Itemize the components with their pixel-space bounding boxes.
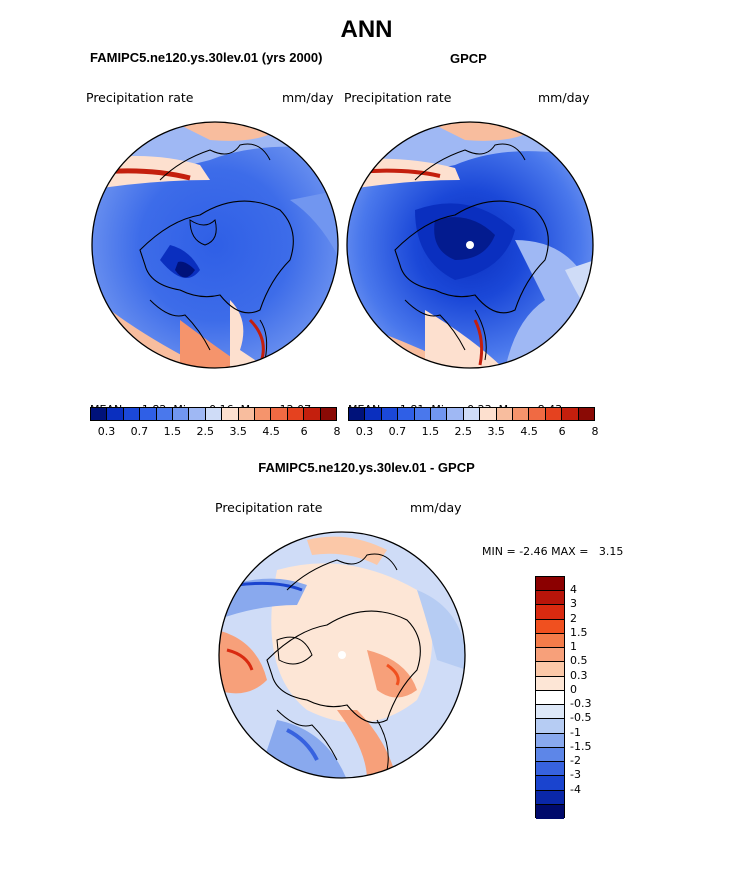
- obs-colorbar: [348, 407, 595, 421]
- colorbar-tick-label: -1: [570, 725, 581, 739]
- colorbar-tick-label: -1.5: [570, 739, 592, 753]
- diff-field-label: Precipitation rate: [215, 500, 323, 515]
- colorbar-tick-label: 1: [570, 640, 577, 654]
- colorbar-tick-label: 4.5: [262, 425, 280, 438]
- colorbar-tick-label: -4: [570, 782, 581, 796]
- colorbar-swatch: [562, 408, 579, 420]
- colorbar-swatch: [205, 408, 223, 420]
- colorbar-tick-label: 0.3: [570, 668, 588, 682]
- colorbar-swatch: [536, 762, 564, 777]
- obs-units-label: mm/day: [538, 90, 590, 105]
- colorbar-tick-label: -2: [570, 754, 581, 768]
- colorbar-swatch: [536, 790, 564, 805]
- colorbar-tick-label: 0.7: [130, 425, 149, 438]
- colorbar-swatch: [536, 662, 564, 677]
- colorbar-swatch: [140, 408, 157, 420]
- colorbar-swatch: [287, 408, 305, 420]
- colorbar-swatch: [545, 408, 563, 420]
- colorbar-tick-label: 2.5: [454, 425, 473, 438]
- model-field-label: Precipitation rate: [86, 90, 194, 105]
- colorbar-swatch: [238, 408, 256, 420]
- colorbar-swatch: [463, 408, 481, 420]
- colorbar-swatch: [349, 408, 366, 420]
- colorbar-swatch: [529, 408, 546, 420]
- colorbar-swatch: [536, 747, 564, 763]
- colorbar-tick-label: 3.5: [487, 425, 505, 438]
- colorbar-swatch: [107, 408, 124, 420]
- colorbar-swatch: [536, 605, 564, 620]
- colorbar-swatch: [536, 804, 564, 819]
- colorbar-tick-label: 8: [591, 425, 599, 438]
- colorbar-swatch: [536, 705, 564, 720]
- colorbar-tick-label: 0.5: [570, 654, 588, 668]
- colorbar-tick-label: 0.3: [355, 425, 374, 438]
- diff-units-label: mm/day: [410, 500, 462, 515]
- colorbar-swatch: [431, 408, 448, 420]
- colorbar-tick-label: 3.5: [229, 425, 247, 438]
- figure-title: ANN: [340, 16, 393, 43]
- model-panel-header: FAMIPC5.ne120.ys.30lev.01 (yrs 2000): [90, 50, 323, 65]
- colorbar-tick-label: 8: [333, 425, 341, 438]
- colorbar-swatch: [156, 408, 174, 420]
- colorbar-swatch: [536, 719, 564, 734]
- colorbar-swatch: [536, 633, 564, 649]
- obs-polar-map: [346, 121, 594, 369]
- diff-colorbar: [535, 576, 565, 819]
- colorbar-swatch: [398, 408, 415, 420]
- model-polar-map: [91, 121, 339, 369]
- colorbar-tick-label: 1.5: [570, 625, 588, 639]
- diff-polar-map: [218, 531, 466, 779]
- diff-min-label: MIN =: [482, 545, 516, 558]
- colorbar-swatch: [381, 408, 399, 420]
- diff-max-value: 3.15: [598, 545, 624, 558]
- colorbar-tick-label: -3: [570, 768, 581, 782]
- colorbar-swatch: [536, 619, 564, 634]
- colorbar-swatch: [513, 408, 530, 420]
- colorbar-swatch: [536, 690, 564, 706]
- colorbar-tick-label: 6: [300, 425, 308, 438]
- colorbar-swatch: [447, 408, 464, 420]
- colorbar-swatch: [480, 408, 497, 420]
- model-units-label: mm/day: [282, 90, 334, 105]
- colorbar-swatch: [189, 408, 206, 420]
- colorbar-swatch: [536, 648, 564, 663]
- colorbar-tick-label: 6: [558, 425, 566, 438]
- colorbar-swatch: [414, 408, 432, 420]
- colorbar-tick-label: 0.7: [388, 425, 407, 438]
- obs-field-label: Precipitation rate: [344, 90, 452, 105]
- colorbar-swatch: [536, 733, 564, 748]
- model-colorbar: [90, 407, 337, 421]
- colorbar-swatch: [123, 408, 141, 420]
- colorbar-swatch: [173, 408, 190, 420]
- colorbar-swatch: [496, 408, 514, 420]
- colorbar-swatch: [536, 776, 564, 791]
- colorbar-tick-label: 0.3: [97, 425, 116, 438]
- colorbar-swatch: [578, 408, 595, 420]
- colorbar-tick-label: 3: [570, 597, 577, 611]
- colorbar-swatch: [255, 408, 272, 420]
- colorbar-swatch: [536, 591, 564, 606]
- colorbar-tick-label: 1.5: [163, 425, 182, 438]
- colorbar-tick-label: 1.5: [421, 425, 440, 438]
- colorbar-tick-label: -0.5: [570, 711, 592, 725]
- diff-max-label: MAX =: [551, 545, 589, 558]
- diff-min-value: -2.46: [519, 545, 548, 558]
- colorbar-tick-label: -0.3: [570, 697, 592, 711]
- colorbar-swatch: [365, 408, 382, 420]
- colorbar-swatch: [91, 408, 108, 420]
- colorbar-swatch: [222, 408, 239, 420]
- obs-panel-header: GPCP: [450, 51, 487, 66]
- colorbar-tick-label: 4: [570, 583, 577, 597]
- colorbar-swatch: [536, 577, 564, 592]
- colorbar-swatch: [304, 408, 321, 420]
- colorbar-tick-label: 2.5: [196, 425, 215, 438]
- colorbar-tick-label: 4.5: [520, 425, 538, 438]
- colorbar-tick-label: 2: [570, 611, 577, 625]
- diff-panel-header: FAMIPC5.ne120.ys.30lev.01 - GPCP: [258, 460, 475, 475]
- diff-range-text: MIN = -2.46 MAX = 3.15: [482, 545, 623, 558]
- colorbar-swatch: [271, 408, 288, 420]
- colorbar-tick-label: 0: [570, 682, 577, 696]
- colorbar-swatch: [536, 676, 564, 691]
- colorbar-swatch: [320, 408, 337, 420]
